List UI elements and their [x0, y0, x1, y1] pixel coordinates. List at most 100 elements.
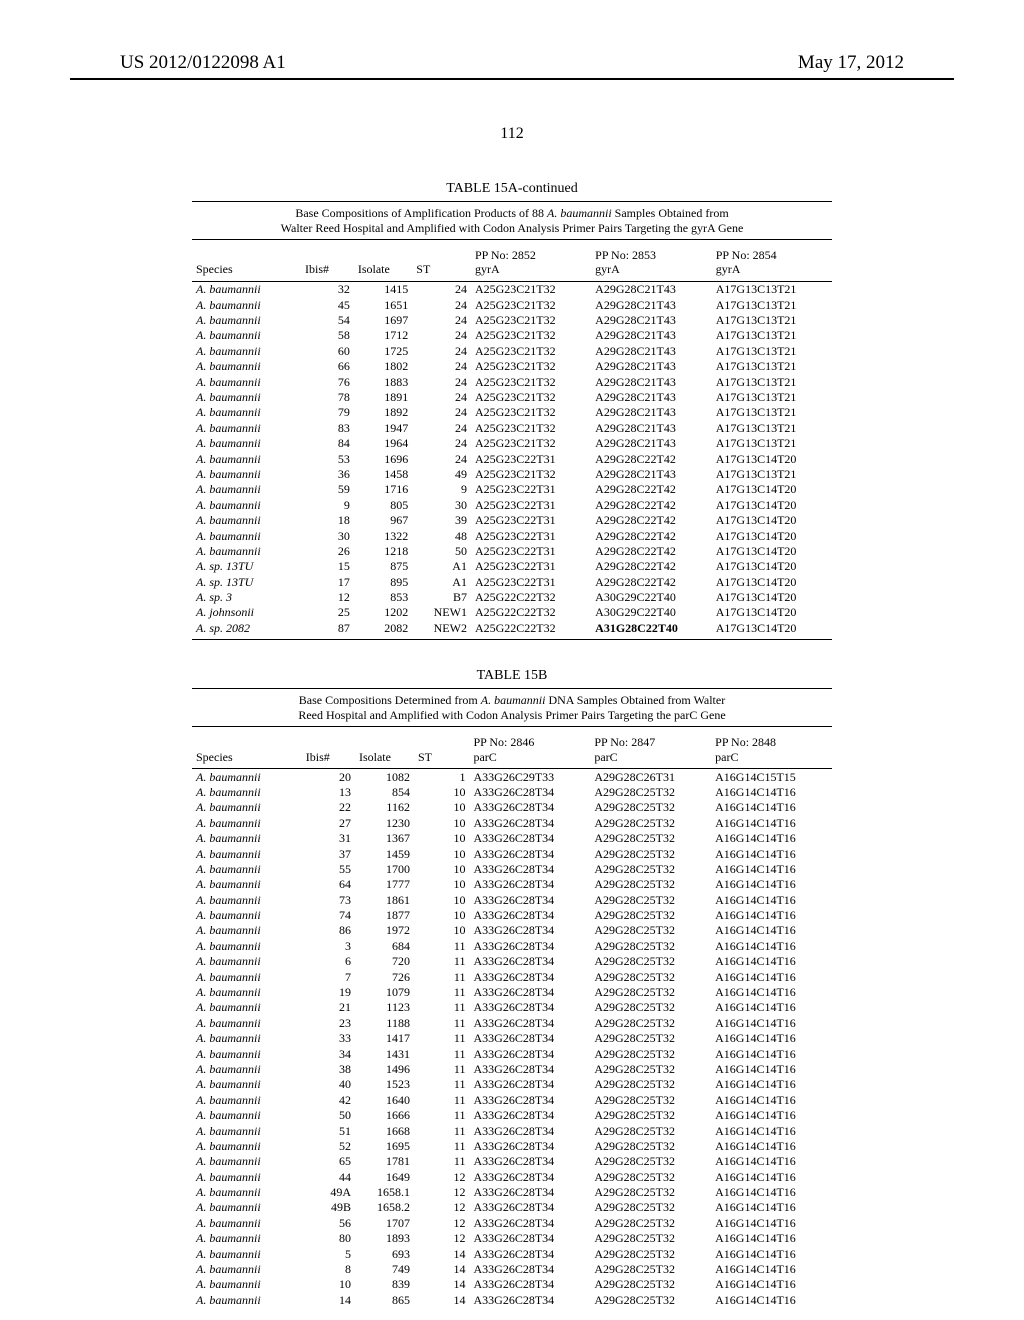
- cell-pp2: A29G28C25T32: [590, 1215, 711, 1230]
- cell-isolate: 1523: [355, 1077, 414, 1092]
- cell-species: A. baumannii: [192, 1231, 302, 1246]
- cell-st: 24: [412, 436, 471, 451]
- cell-pp3: A16G14C14T16: [711, 892, 832, 907]
- cell-pp3: A16G14C14T16: [711, 1061, 832, 1076]
- cell-isolate: 1658.2: [355, 1200, 414, 1215]
- table-row: A. baumannii22116210A33G26C28T34A29G28C2…: [192, 800, 832, 815]
- table-row: A. baumannii36145849A25G23C21T32A29G28C2…: [192, 466, 832, 481]
- col-ibis: Ibis#: [301, 240, 354, 281]
- cell-st: 30: [412, 497, 471, 512]
- cell-pp1: A33G26C28T34: [469, 1262, 590, 1277]
- cell-pp1: A25G22C22T32: [471, 620, 591, 639]
- cell-isolate: 967: [354, 513, 412, 528]
- cell-ibis: 34: [302, 1046, 355, 1061]
- table-row: A. baumannii37145910A33G26C28T34A29G28C2…: [192, 846, 832, 861]
- cell-species: A. sp. 2082: [192, 620, 301, 639]
- cell-pp3: A16G14C14T16: [711, 1000, 832, 1015]
- cell-species: A. baumannii: [192, 328, 301, 343]
- cell-pp3: A16G14C14T16: [711, 1215, 832, 1230]
- cell-pp2: A29G28C25T32: [590, 1277, 711, 1292]
- cell-species: A. baumannii: [192, 1138, 302, 1153]
- col-pp2: PP No: 2853gyrA: [591, 240, 712, 281]
- cell-pp2: A29G28C25T32: [590, 1015, 711, 1030]
- cell-pp1: A25G23C22T31: [471, 528, 591, 543]
- cell-isolate: 1230: [355, 815, 414, 830]
- cell-pp3: A17G13C14T20: [712, 497, 832, 512]
- cell-pp2: A29G28C25T32: [590, 969, 711, 984]
- cell-pp3: A16G14C14T16: [711, 1292, 832, 1311]
- cell-st: 14: [414, 1292, 470, 1311]
- cell-pp3: A16G14C14T16: [711, 954, 832, 969]
- cell-st: 24: [412, 281, 471, 297]
- cell-species: A. baumannii: [192, 497, 301, 512]
- cell-pp2: A29G28C25T32: [590, 1031, 711, 1046]
- cell-isolate: 1781: [355, 1154, 414, 1169]
- cell-pp1: A25G23C22T31: [471, 543, 591, 558]
- cell-pp2: A29G28C21T43: [591, 436, 712, 451]
- cell-pp2: A29G28C21T43: [591, 466, 712, 481]
- cell-pp2: A29G28C25T32: [590, 800, 711, 815]
- cell-pp2: A29G28C21T43: [591, 359, 712, 374]
- table-row: A. baumannii33141711A33G26C28T34A29G28C2…: [192, 1031, 832, 1046]
- cell-pp3: A16G14C14T16: [711, 877, 832, 892]
- cell-isolate: 1668: [355, 1123, 414, 1138]
- cell-isolate: 839: [355, 1277, 414, 1292]
- cell-st: 12: [414, 1169, 470, 1184]
- cell-isolate: 1892: [354, 405, 412, 420]
- cell-isolate: 1415: [354, 281, 412, 297]
- cell-pp3: A17G13C14T20: [712, 482, 832, 497]
- cell-species: A. baumannii: [192, 1169, 302, 1184]
- cell-species: A. baumannii: [192, 482, 301, 497]
- cell-species: A. baumannii: [192, 513, 301, 528]
- cell-pp1: A25G23C21T32: [471, 436, 591, 451]
- cell-isolate: 1666: [355, 1108, 414, 1123]
- cell-isolate: 1322: [354, 528, 412, 543]
- cell-isolate: 1218: [354, 543, 412, 558]
- cell-pp3: A17G13C14T20: [712, 528, 832, 543]
- cell-species: A. baumannii: [192, 954, 302, 969]
- cell-species: A. baumannii: [192, 374, 301, 389]
- table-row: A. baumannii38149611A33G26C28T34A29G28C2…: [192, 1061, 832, 1076]
- cell-species: A. baumannii: [192, 831, 302, 846]
- cell-pp1: A33G26C28T34: [469, 1154, 590, 1169]
- cell-st: 11: [414, 1154, 470, 1169]
- table-row: A. baumannii5917169A25G23C22T31A29G28C22…: [192, 482, 832, 497]
- cell-pp1: A33G26C28T34: [469, 1277, 590, 1292]
- cell-st: 49: [412, 466, 471, 481]
- cell-isolate: 1802: [354, 359, 412, 374]
- cell-isolate: 853: [354, 590, 412, 605]
- cell-pp3: A17G13C14T20: [712, 574, 832, 589]
- table-row: A. sp. 312853B7A25G22C22T32A30G29C22T40A…: [192, 590, 832, 605]
- cell-pp3: A17G13C13T21: [712, 436, 832, 451]
- cell-st: 11: [414, 1000, 470, 1015]
- cell-pp1: A33G26C28T34: [469, 1031, 590, 1046]
- cell-st: NEW1: [412, 605, 471, 620]
- cell-pp3: A17G13C14T20: [712, 543, 832, 558]
- cell-pp2: A29G28C21T43: [591, 420, 712, 435]
- cell-pp2: A29G28C25T32: [590, 1169, 711, 1184]
- cell-species: A. baumannii: [192, 938, 302, 953]
- cell-st: 10: [414, 892, 470, 907]
- cell-species: A. baumannii: [192, 390, 301, 405]
- cell-st: A1: [412, 559, 471, 574]
- cell-st: 12: [414, 1200, 470, 1215]
- cell-pp1: A25G23C21T32: [471, 328, 591, 343]
- cell-isolate: 854: [355, 784, 414, 799]
- cell-species: A. sp. 13TU: [192, 559, 301, 574]
- cell-ibis: 26: [301, 543, 354, 558]
- cell-pp1: A25G22C22T32: [471, 605, 591, 620]
- table-row: A. baumannii1385410A33G26C28T34A29G28C25…: [192, 784, 832, 799]
- cell-st: 11: [414, 1015, 470, 1030]
- cell-pp1: A33G26C28T34: [469, 954, 590, 969]
- cell-st: 10: [414, 877, 470, 892]
- table-row: A. sp. 13TU15875A1A25G23C22T31A29G28C22T…: [192, 559, 832, 574]
- cell-species: A. baumannii: [192, 528, 301, 543]
- cell-pp2: A29G28C25T32: [590, 1154, 711, 1169]
- cell-st: 11: [414, 985, 470, 1000]
- table-row: A. johnsonii251202NEW1A25G22C22T32A30G29…: [192, 605, 832, 620]
- cell-pp3: A17G13C13T21: [712, 390, 832, 405]
- data-table-a: Species Ibis# Isolate ST PP No: 2852gyrA…: [192, 240, 832, 639]
- cell-ibis: 6: [302, 954, 355, 969]
- cell-pp1: A33G26C28T34: [469, 985, 590, 1000]
- cell-pp3: A17G13C14T20: [712, 590, 832, 605]
